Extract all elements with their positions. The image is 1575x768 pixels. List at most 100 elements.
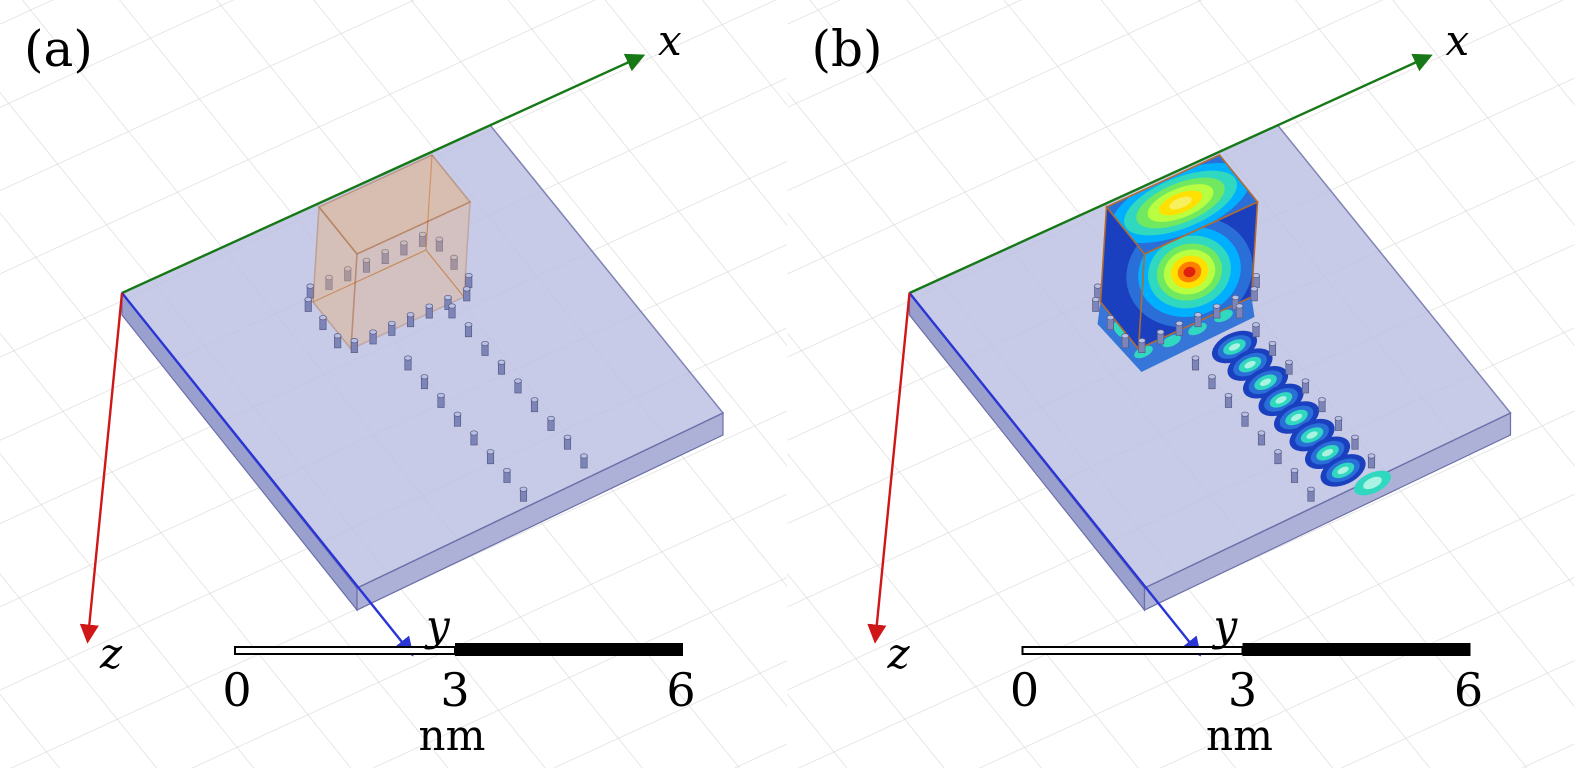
scale-unit: nm bbox=[1206, 711, 1273, 760]
pillar bbox=[1274, 449, 1282, 465]
pillar bbox=[470, 430, 478, 446]
pillar bbox=[1307, 486, 1315, 502]
z-axis bbox=[79, 292, 124, 644]
pillar bbox=[1367, 453, 1376, 469]
pillar bbox=[306, 283, 315, 299]
pillar bbox=[333, 333, 342, 349]
pillar bbox=[387, 320, 396, 336]
scale-bar: 0 3 6 nm bbox=[1010, 643, 1483, 760]
axes bbox=[79, 53, 646, 657]
scale-bar-segment-white bbox=[1021, 646, 1244, 655]
pillar bbox=[1301, 378, 1310, 394]
scale-bar-segment-black bbox=[455, 643, 683, 656]
panel-a: 0 3 6 nm x y z (a) bbox=[0, 0, 787, 768]
scale-tick-3: 3 bbox=[440, 663, 469, 717]
y-axis-label: y bbox=[1212, 601, 1239, 650]
pillar bbox=[418, 231, 427, 247]
waveguide-mode-chain bbox=[1211, 330, 1366, 487]
pillar bbox=[1318, 397, 1326, 413]
pillar bbox=[1252, 272, 1261, 288]
x-axis bbox=[909, 53, 1433, 295]
pillar bbox=[1290, 467, 1299, 483]
pillar bbox=[1250, 286, 1259, 302]
pillar bbox=[350, 338, 359, 353]
scale-tick-6: 6 bbox=[666, 663, 695, 717]
scale-tick-3: 3 bbox=[1228, 663, 1257, 717]
pillar bbox=[514, 378, 522, 394]
pillar bbox=[1138, 338, 1146, 353]
pillar bbox=[1208, 374, 1216, 390]
pillar bbox=[503, 467, 511, 483]
x-axis-label: x bbox=[1446, 16, 1470, 65]
pillar bbox=[464, 272, 473, 288]
mode-blob bbox=[1289, 418, 1335, 452]
pillar bbox=[530, 397, 539, 413]
pillar bbox=[1285, 359, 1293, 375]
pillar bbox=[1091, 296, 1100, 312]
pillar bbox=[343, 266, 352, 282]
pillar bbox=[435, 236, 444, 252]
pillar bbox=[448, 303, 456, 319]
quantum-dot-box bbox=[312, 154, 472, 352]
pillar bbox=[1191, 355, 1200, 371]
pillar bbox=[563, 434, 572, 450]
panel-label: (a) bbox=[24, 20, 93, 78]
scale-unit: nm bbox=[419, 711, 486, 760]
field-spot bbox=[1162, 334, 1181, 348]
pillar bbox=[1121, 333, 1130, 349]
scale-tick-0: 0 bbox=[1010, 663, 1039, 717]
waveguide-exit-spot bbox=[1353, 470, 1392, 496]
pillar bbox=[319, 315, 327, 331]
pillar bbox=[1334, 415, 1343, 431]
field-top-slice bbox=[1106, 155, 1258, 254]
pillar-waveguide bbox=[1091, 286, 1376, 502]
pillar bbox=[450, 254, 458, 270]
z-axis-label: z bbox=[887, 629, 911, 678]
pillar bbox=[404, 355, 412, 371]
mode-blob bbox=[1320, 454, 1366, 487]
pillar bbox=[1106, 315, 1115, 331]
pillar bbox=[406, 312, 415, 328]
scale-bar: 0 3 6 nm bbox=[222, 643, 696, 760]
pillar bbox=[453, 411, 462, 427]
pillar bbox=[1257, 430, 1266, 446]
panel-label: (b) bbox=[812, 20, 883, 78]
box-top-face bbox=[317, 154, 472, 255]
y-axis bbox=[908, 292, 1202, 657]
pillar bbox=[325, 274, 333, 290]
pillar bbox=[1156, 329, 1165, 345]
pillar bbox=[519, 486, 528, 502]
pillar bbox=[444, 294, 452, 310]
pillar bbox=[547, 415, 555, 431]
pillar bbox=[1268, 340, 1277, 356]
scale-tick-6: 6 bbox=[1454, 663, 1483, 717]
pillar bbox=[1175, 320, 1184, 336]
pillar bbox=[362, 257, 371, 273]
exit-spot-inner bbox=[1363, 476, 1382, 490]
pillar bbox=[400, 240, 408, 256]
panel-b: 0 3 6 nm x y z (b) bbox=[787, 0, 1575, 768]
pillar bbox=[1241, 411, 1249, 427]
field-spot bbox=[1188, 322, 1207, 336]
z-axis bbox=[867, 292, 911, 644]
x-axis bbox=[121, 53, 646, 295]
pillar bbox=[580, 453, 588, 469]
pillar-ring-back bbox=[306, 231, 473, 299]
pillar bbox=[464, 322, 473, 338]
x-axis-label: x bbox=[658, 16, 682, 65]
pillar bbox=[462, 286, 471, 302]
pillar bbox=[486, 449, 495, 465]
pillar-waveguide bbox=[304, 286, 588, 502]
y-axis bbox=[121, 292, 414, 657]
pillar bbox=[1194, 312, 1202, 328]
axes bbox=[867, 53, 1433, 657]
pillar bbox=[1235, 303, 1244, 319]
pillar bbox=[420, 374, 429, 390]
y-axis-label: y bbox=[424, 601, 451, 650]
pillar bbox=[369, 329, 377, 345]
scale-bar-segment-black bbox=[1242, 643, 1471, 656]
pillar bbox=[425, 303, 434, 319]
pillar bbox=[381, 249, 390, 264]
scale-bar-segment-white bbox=[234, 646, 456, 655]
z-axis-label: z bbox=[99, 629, 123, 678]
